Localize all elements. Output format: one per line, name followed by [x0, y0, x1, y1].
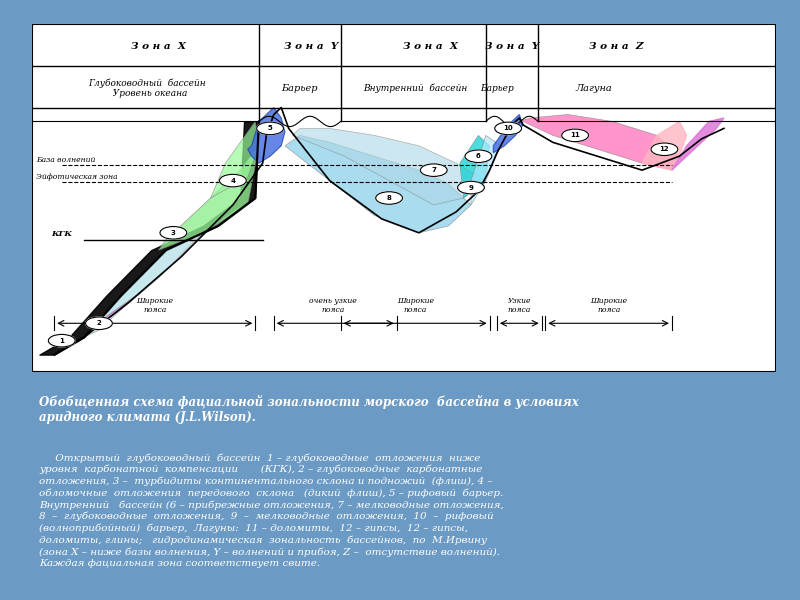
- Polygon shape: [210, 121, 259, 198]
- Text: Барьер: Барьер: [480, 84, 514, 93]
- Circle shape: [160, 227, 186, 239]
- Text: 7: 7: [431, 167, 436, 173]
- Text: 8: 8: [386, 195, 391, 201]
- Text: Глубоководный  бассейн
  Уровень океана: Глубоководный бассейн Уровень океана: [89, 79, 206, 98]
- Polygon shape: [672, 118, 724, 170]
- Text: Широкие
пояса: Широкие пояса: [590, 297, 627, 314]
- Text: 12: 12: [659, 146, 670, 152]
- Circle shape: [651, 143, 678, 155]
- Circle shape: [465, 150, 492, 163]
- Polygon shape: [248, 107, 285, 163]
- Text: 1: 1: [59, 338, 64, 344]
- Polygon shape: [84, 198, 255, 337]
- Text: 4: 4: [230, 178, 235, 184]
- Circle shape: [420, 164, 447, 176]
- Text: Узкие
пояса: Узкие пояса: [507, 297, 531, 314]
- Circle shape: [562, 129, 589, 142]
- Circle shape: [376, 192, 402, 204]
- Text: База волнений: База волнений: [36, 156, 95, 164]
- Polygon shape: [460, 136, 490, 198]
- Polygon shape: [519, 115, 679, 170]
- Circle shape: [494, 122, 522, 134]
- Text: Широкие
пояса: Широкие пояса: [397, 297, 434, 314]
- Text: очень узкие
пояса: очень узкие пояса: [310, 297, 357, 314]
- Text: З о н а  Y: З о н а Y: [284, 42, 338, 51]
- Text: 9: 9: [469, 185, 474, 191]
- Text: 5: 5: [268, 125, 273, 131]
- Text: 6: 6: [476, 153, 481, 159]
- Text: 2: 2: [97, 320, 102, 326]
- Text: Эйфотическая зона: Эйфотическая зона: [36, 173, 118, 181]
- Polygon shape: [158, 146, 259, 250]
- Polygon shape: [471, 136, 501, 205]
- Text: КГК: КГК: [51, 230, 72, 238]
- Polygon shape: [293, 128, 486, 205]
- Text: 11: 11: [570, 133, 580, 139]
- Text: Лагуна: Лагуна: [575, 84, 612, 93]
- Text: З о н а  Z: З о н а Z: [589, 42, 643, 51]
- Text: Обобщенная схема фациальной зональности морского  бассейна в условиях
аридного к: Обобщенная схема фациальной зональности …: [39, 395, 579, 424]
- Text: 10: 10: [503, 125, 513, 131]
- Text: Барьер: Барьер: [282, 84, 318, 93]
- Circle shape: [257, 122, 283, 134]
- Polygon shape: [88, 295, 136, 334]
- Circle shape: [48, 334, 75, 347]
- Text: Открытый  глубоководный  бассейн  1 – глубоководные  отложения  ниже
уровня  кар: Открытый глубоководный бассейн 1 – глубо…: [39, 453, 504, 568]
- Text: 3: 3: [171, 230, 176, 236]
- Text: Внутренний  бассейн: Внутренний бассейн: [363, 83, 467, 93]
- Circle shape: [86, 317, 112, 329]
- Circle shape: [458, 181, 484, 194]
- Polygon shape: [494, 115, 523, 153]
- Text: З о н а  X: З о н а X: [402, 42, 458, 51]
- Text: З о н а  X: З о н а X: [131, 42, 186, 51]
- Circle shape: [219, 175, 246, 187]
- Text: З о н а  Y: З о н а Y: [485, 42, 539, 51]
- Polygon shape: [285, 136, 471, 233]
- Polygon shape: [642, 121, 686, 170]
- Text: Широкие
пояса: Широкие пояса: [136, 297, 174, 314]
